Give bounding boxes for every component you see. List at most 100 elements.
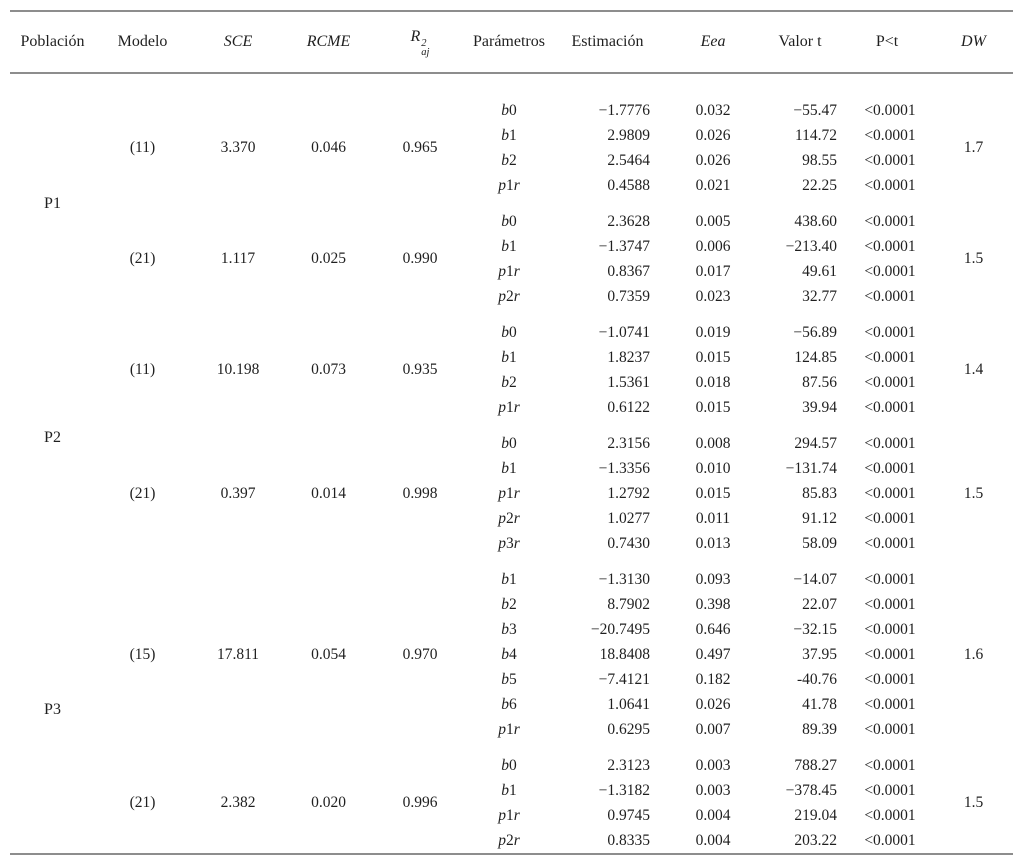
- dw-value: 1.5: [963, 794, 984, 811]
- column-header-eea: Eea: [700, 33, 726, 50]
- column-header-r2aj: R 2 aj: [371, 28, 469, 58]
- p-value: <0.0001: [864, 212, 916, 230]
- parameter-name: p1r: [498, 398, 520, 416]
- parameter-name: p2r: [498, 287, 520, 305]
- p-value: <0.0001: [864, 484, 916, 502]
- eea-value: 0.005: [695, 212, 731, 230]
- t-value: −14.07: [793, 570, 837, 588]
- parameter-row: b1 −1.3747 0.006 −213.40 <0.0001: [469, 234, 934, 259]
- eea-value: 0.006: [695, 237, 731, 255]
- eea-value: 0.010: [695, 459, 731, 477]
- estimate-value: −1.3747: [598, 237, 650, 255]
- data-table: Población Modelo SCE RCME R 2 aj Parámetro…: [10, 10, 1013, 855]
- t-value: 98.55: [802, 151, 837, 169]
- r2aj-value: 0.998: [402, 484, 438, 502]
- estimate-value: 0.7430: [607, 534, 650, 552]
- parameter-row: b2 8.7902 0.398 22.07 <0.0001: [469, 592, 934, 617]
- parameters-area: b1 −1.3130 0.093 −14.07 <0.0001 b2 8.7902 0.398…: [469, 567, 934, 742]
- t-value: −131.74: [785, 459, 837, 477]
- p-value: <0.0001: [864, 720, 916, 738]
- parameters-area: b0 2.3123 0.003 788.27 <0.0001 b1 −1.3182 0.003…: [469, 753, 934, 853]
- estimate-value: −1.0741: [598, 323, 650, 341]
- p-value: <0.0001: [864, 670, 916, 688]
- parameter-row: p2r 0.8335 0.004 203.22 <0.0001: [469, 828, 934, 853]
- r2aj-value: 0.965: [402, 139, 438, 156]
- parameter-name: b0: [501, 323, 517, 341]
- estimate-value: −7.4121: [598, 670, 650, 688]
- population-label: P2: [44, 429, 61, 446]
- p-value: <0.0001: [864, 645, 916, 663]
- parameters-area: b0 2.3156 0.008 294.57 <0.0001 b1 −1.3356 0.010…: [469, 431, 934, 556]
- t-value: −55.47: [793, 101, 837, 119]
- eea-value: 0.004: [695, 831, 731, 849]
- parameter-row: b0 2.3156 0.008 294.57 <0.0001: [469, 431, 934, 456]
- eea-value: 0.019: [695, 323, 731, 341]
- r2aj-superscript: 2: [421, 37, 427, 49]
- eea-value: 0.015: [695, 484, 731, 502]
- estimate-value: 8.7902: [607, 595, 650, 613]
- estimate-value: 1.0641: [607, 695, 650, 713]
- p-value: <0.0001: [864, 620, 916, 638]
- eea-value: 0.011: [695, 509, 731, 527]
- parameters-area: b0 2.3628 0.005 438.60 <0.0001 b1 −1.3747 0.006…: [469, 209, 934, 309]
- parameter-name: p2r: [498, 831, 520, 849]
- model-block: (21) 0.397 0.014 0.998 b0 2.3156 0.008 294.57 <0…: [95, 431, 1013, 556]
- t-value: 438.60: [794, 212, 837, 230]
- population-label: P1: [44, 194, 61, 212]
- estimate-value: 2.3628: [607, 212, 650, 230]
- model-number: (21): [129, 484, 156, 502]
- model-number: (11): [129, 139, 156, 156]
- parameter-name: b0: [501, 434, 517, 452]
- estimate-value: 2.9809: [607, 126, 650, 144]
- parameter-row: b0 2.3123 0.003 788.27 <0.0001: [469, 753, 934, 778]
- t-value: 89.39: [802, 720, 837, 738]
- parameter-name: b1: [501, 459, 517, 477]
- dw-value: 1.4: [963, 361, 984, 378]
- parameter-row: b1 2.9809 0.026 114.72 <0.0001: [469, 123, 934, 148]
- estimate-value: −1.7776: [598, 101, 650, 119]
- estimate-value: −1.3182: [598, 781, 650, 799]
- eea-value: 0.018: [695, 373, 731, 391]
- population-group: P2 (11) 10.198 0.073 0.935 b0 −1.0741 0.019 −56.…: [10, 320, 1013, 556]
- r2aj-value: 0.935: [402, 361, 438, 378]
- parameter-row: b1 −1.3130 0.093 −14.07 <0.0001: [469, 567, 934, 592]
- parameter-name: b0: [501, 101, 517, 119]
- model-block: (21) 2.382 0.020 0.996 b0 2.3123 0.003 788.27 <0…: [95, 753, 1013, 853]
- estimate-value: 0.8367: [607, 262, 650, 280]
- parameter-name: b2: [501, 373, 517, 391]
- eea-value: 0.182: [695, 670, 731, 688]
- column-header-sce: SCE: [223, 33, 253, 50]
- dw-value: 1.7: [963, 139, 984, 156]
- estimate-value: 1.5361: [607, 373, 650, 391]
- rcme-value: 0.046: [311, 139, 346, 156]
- estimate-value: 2.3123: [607, 756, 650, 774]
- model-block: (21) 1.117 0.025 0.990 b0 2.3628 0.005 438.60 <0…: [95, 209, 1013, 309]
- parameter-row: b1 1.8237 0.015 124.85 <0.0001: [469, 345, 934, 370]
- parameter-row: b1 −1.3356 0.010 −131.74 <0.0001: [469, 456, 934, 481]
- t-value: 85.83: [802, 484, 837, 502]
- eea-value: 0.015: [695, 398, 731, 416]
- dw-value: 1.5: [963, 484, 984, 502]
- model-number: (21): [129, 794, 156, 811]
- estimate-value: 1.0277: [607, 509, 650, 527]
- p-value: <0.0001: [864, 434, 916, 452]
- sce-value: 3.370: [220, 139, 256, 156]
- parameter-name: b5: [501, 670, 517, 688]
- t-value: 219.04: [794, 806, 837, 824]
- parameter-name: b0: [501, 756, 517, 774]
- parameter-name: b1: [501, 126, 517, 144]
- p-value: <0.0001: [864, 695, 916, 713]
- t-value: 91.12: [802, 509, 837, 527]
- population-group: P1 (11) 3.370 0.046 0.965 b0 −1.7776 0.032 −55.4…: [10, 98, 1013, 309]
- t-value: −213.40: [785, 237, 837, 255]
- r2aj-value: 0.970: [402, 645, 438, 663]
- eea-value: 0.032: [695, 101, 731, 119]
- eea-value: 0.007: [695, 720, 731, 738]
- t-value: 203.22: [794, 831, 837, 849]
- eea-value: 0.646: [695, 620, 731, 638]
- estimate-value: 2.5464: [607, 151, 650, 169]
- t-value: 87.56: [802, 373, 837, 391]
- column-header-rcme: RCME: [306, 33, 351, 50]
- eea-value: 0.017: [695, 262, 731, 280]
